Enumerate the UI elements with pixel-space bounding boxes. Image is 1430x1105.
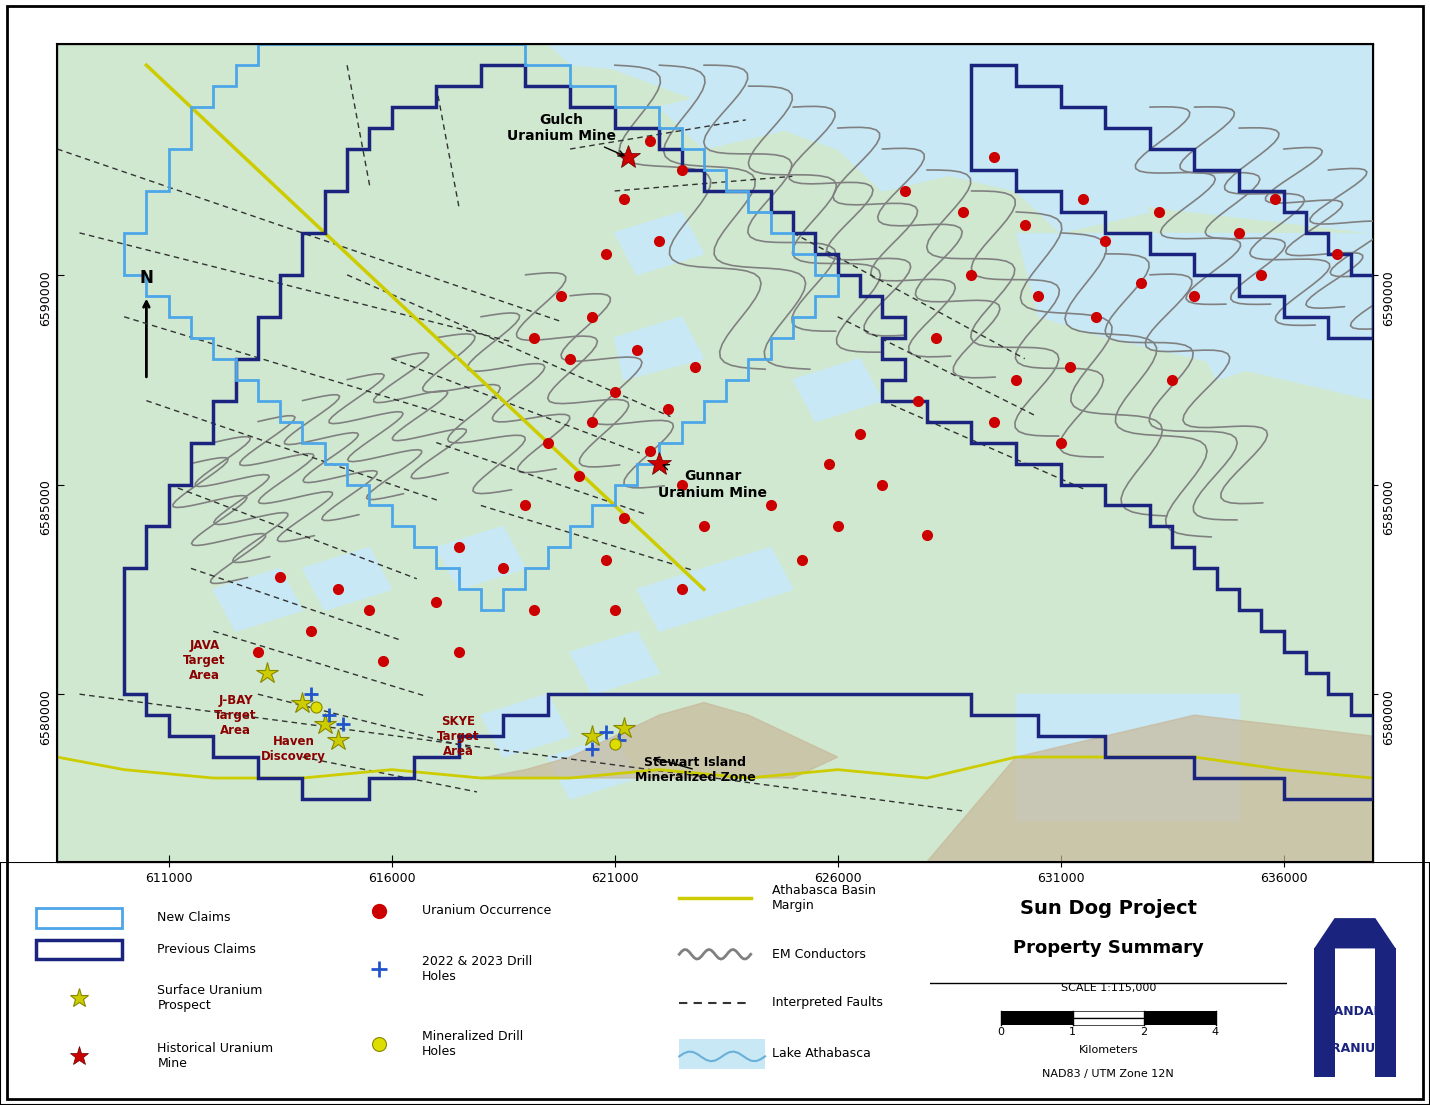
Polygon shape [838,128,971,191]
Polygon shape [1017,233,1373,401]
Polygon shape [615,317,704,380]
Polygon shape [480,703,838,778]
Text: Haven
Discovery: Haven Discovery [262,735,326,762]
Text: Gulch
Uranium Mine: Gulch Uranium Mine [506,113,623,156]
Polygon shape [436,526,525,589]
Text: EM Conductors: EM Conductors [772,948,867,960]
Text: Interpreted Faults: Interpreted Faults [772,997,884,1009]
Text: Previous Claims: Previous Claims [157,943,256,956]
Polygon shape [615,212,704,275]
Polygon shape [704,547,794,610]
Polygon shape [548,44,1373,233]
Text: J-BAY
Target
Area: J-BAY Target Area [214,694,257,737]
Text: Surface Uranium
Prospect: Surface Uranium Prospect [157,985,263,1012]
Bar [36,908,122,927]
Text: Athabasca Basin
Margin: Athabasca Basin Margin [772,884,877,913]
Text: Lake Athabasca: Lake Athabasca [772,1048,871,1061]
Text: Uranium Occurrence: Uranium Occurrence [422,904,551,917]
Polygon shape [1194,317,1284,380]
Polygon shape [480,694,571,757]
Polygon shape [636,568,726,631]
Polygon shape [548,736,636,799]
Polygon shape [303,547,392,610]
Text: New Claims: New Claims [157,912,230,924]
Polygon shape [927,715,1373,862]
Polygon shape [571,631,659,694]
Text: SKYE
Target
Area: SKYE Target Area [438,715,480,758]
Text: N: N [140,270,153,287]
Polygon shape [1105,275,1194,338]
Bar [679,1040,765,1069]
Polygon shape [1017,694,1238,820]
Text: Gunnar
Uranium Mine: Gunnar Uranium Mine [658,464,768,499]
Text: Mineralized Drill
Holes: Mineralized Drill Holes [422,1030,523,1059]
Polygon shape [1017,170,1150,233]
Polygon shape [794,359,882,422]
FancyBboxPatch shape [0,862,1430,1105]
Polygon shape [659,86,794,149]
Bar [36,939,122,959]
Polygon shape [548,44,1373,233]
Text: Stewart Island
Mineralized Zone: Stewart Island Mineralized Zone [635,756,755,783]
Polygon shape [213,568,303,631]
Text: Historical Uranium
Mine: Historical Uranium Mine [157,1042,273,1071]
Text: 2022 & 2023 Drill
Holes: 2022 & 2023 Drill Holes [422,955,532,982]
Text: JAVA
Target
Area: JAVA Target Area [183,639,226,682]
